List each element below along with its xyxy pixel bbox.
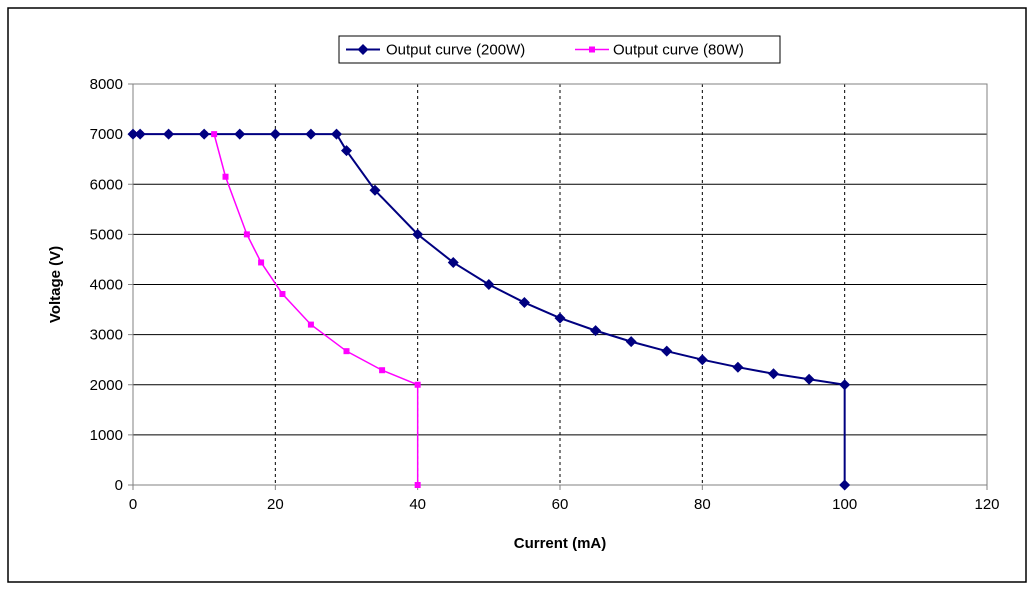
legend-marker-80w [589, 46, 595, 53]
data-point-square [414, 381, 421, 388]
series-layer [133, 133, 846, 485]
x-tick-label: 120 [974, 496, 999, 513]
data-point-diamond [447, 256, 459, 268]
legend-marker-200w [357, 44, 369, 55]
data-point-diamond [554, 312, 566, 324]
y-tick-label: 3000 [90, 327, 123, 344]
data-point-diamond [661, 345, 673, 357]
data-point-diamond [234, 128, 246, 140]
y-tick-label: 5000 [90, 226, 123, 243]
y-tick-label: 2000 [90, 377, 123, 394]
data-point-square [211, 131, 218, 138]
legend-label-80w: Output curve (80W) [613, 42, 744, 59]
y-tick-label: 7000 [90, 126, 123, 143]
data-point-diamond [134, 128, 146, 140]
data-point-diamond [839, 379, 851, 391]
data-point-diamond [696, 354, 708, 366]
y-tick-label: 0 [115, 477, 123, 494]
y-tick-label: 6000 [90, 176, 123, 193]
x-tick-label: 60 [552, 496, 569, 513]
data-point-diamond [518, 297, 530, 309]
marker-layer [127, 128, 851, 491]
data-point-diamond [198, 128, 210, 140]
data-point-square [222, 173, 229, 180]
data-point-diamond [331, 128, 343, 140]
data-point-square [343, 348, 350, 355]
legend-box [338, 35, 781, 64]
legend-label-200w: Output curve (200W) [386, 42, 525, 59]
data-point-diamond [625, 336, 637, 348]
outer-border [7, 7, 1027, 583]
data-point-diamond [305, 128, 317, 140]
data-point-diamond [839, 479, 851, 491]
data-point-diamond [369, 184, 381, 196]
data-point-diamond [127, 128, 139, 140]
data-point-square [307, 321, 314, 328]
legend: Output curve (200W) Output curve (80W) [338, 35, 781, 64]
data-point-square [414, 482, 421, 488]
data-point-diamond [803, 373, 815, 385]
data-point-diamond [483, 279, 495, 290]
series-line-0 [133, 133, 846, 485]
x-tick-label: 20 [267, 496, 284, 513]
y-tick-label: 8000 [90, 76, 123, 93]
data-point-diamond [269, 128, 281, 140]
data-point-diamond [732, 361, 744, 373]
y-axis-title: Voltage (V) [47, 246, 64, 323]
data-point-diamond [163, 128, 175, 140]
data-point-diamond [412, 228, 424, 240]
x-tick-label: 80 [694, 496, 711, 513]
data-point-square [379, 367, 386, 374]
data-point-diamond [590, 325, 602, 337]
x-axis-title: Current (mA) [514, 535, 607, 552]
data-point-square [258, 259, 265, 266]
x-tick-label: 0 [129, 496, 137, 513]
tick-layer: 0 1000 2000 3000 4000 5000 6000 7000 8000 0 20 40 60… [90, 76, 1000, 513]
data-point-diamond [768, 368, 779, 380]
data-point-square [279, 291, 286, 298]
x-tick-label: 100 [832, 496, 857, 513]
y-tick-label: 4000 [90, 277, 123, 294]
y-tick-label: 1000 [90, 427, 123, 444]
x-tick-label: 40 [409, 496, 426, 513]
data-point-diamond [341, 145, 352, 157]
data-point-square [243, 231, 250, 238]
